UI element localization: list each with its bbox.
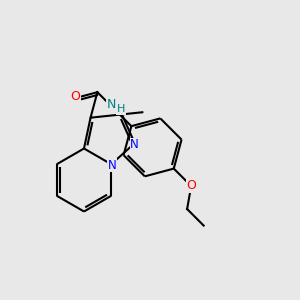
Text: O: O	[186, 179, 196, 193]
Text: N: N	[130, 138, 139, 151]
Text: H: H	[117, 104, 125, 114]
Text: N: N	[106, 98, 116, 111]
Text: O: O	[70, 90, 80, 103]
Text: N: N	[108, 159, 117, 172]
